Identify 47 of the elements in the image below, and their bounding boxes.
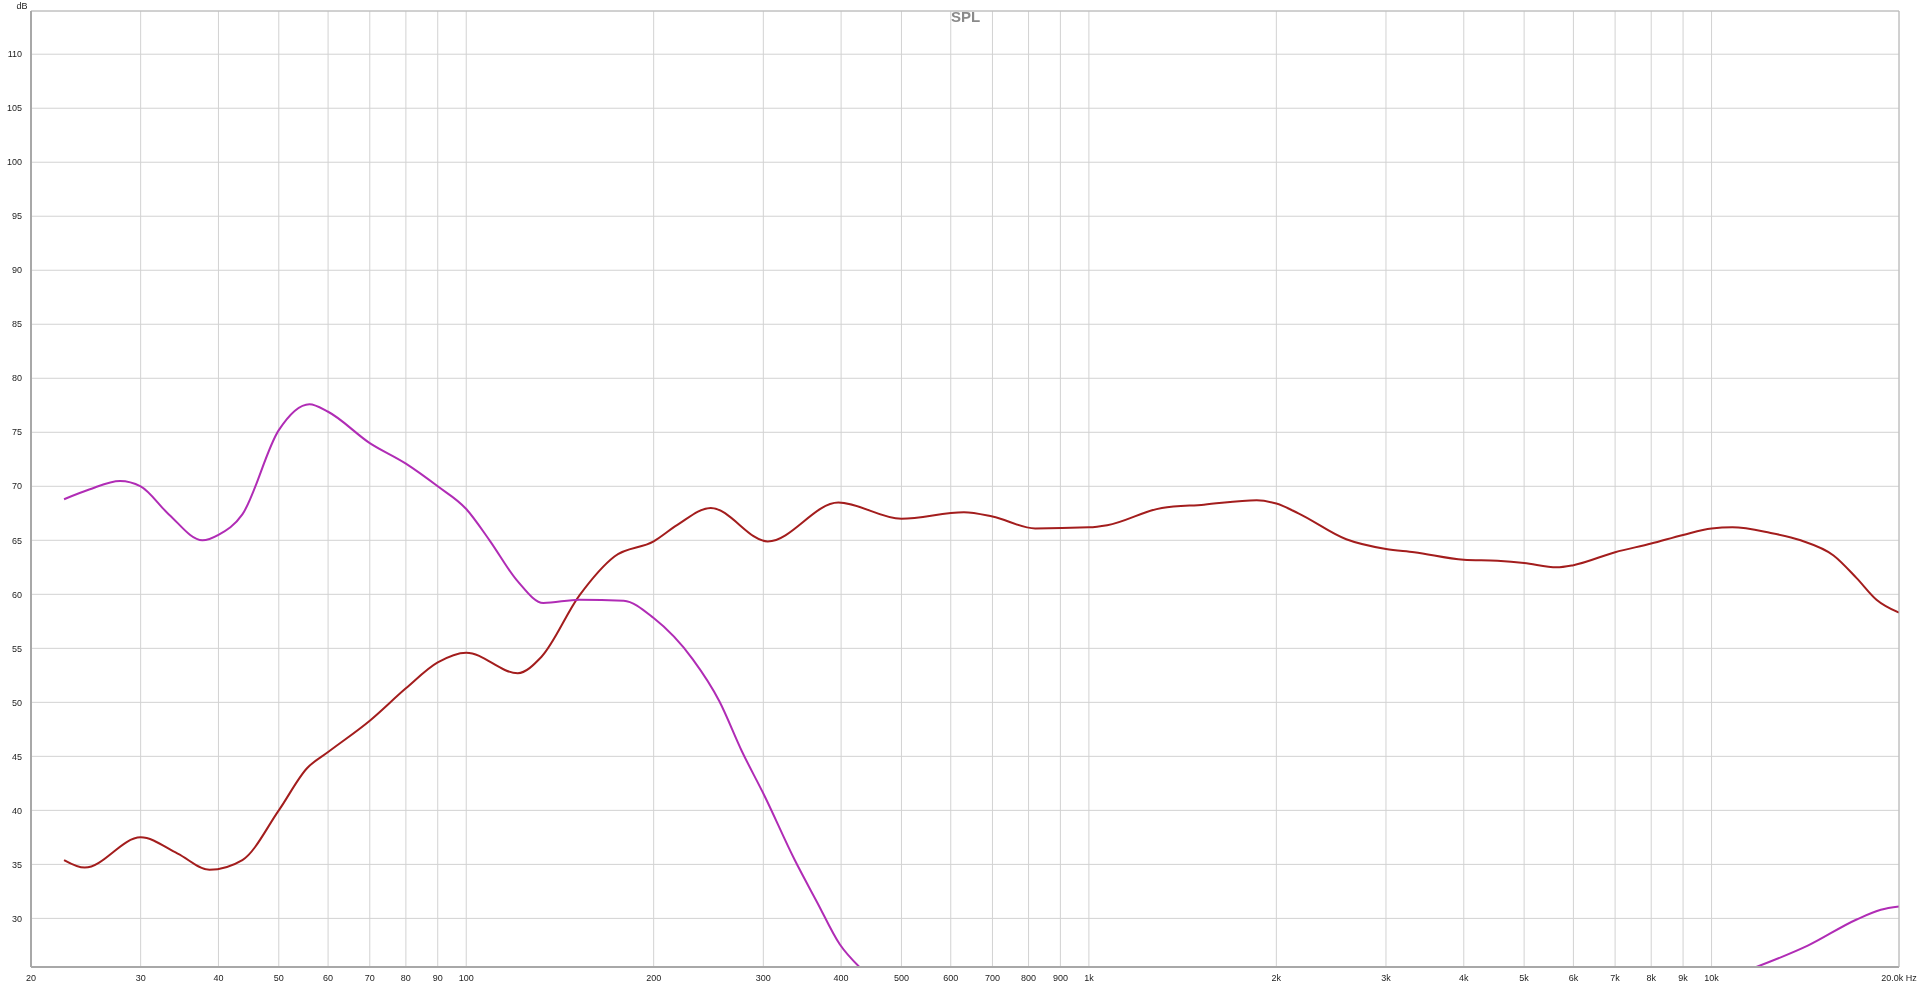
x-tick-label: 900: [1052, 973, 1068, 983]
y-tick-label: 95: [11, 211, 22, 222]
x-tick-label: 20.0k Hz: [1881, 973, 1918, 983]
x-tick-label: 800: [1021, 973, 1037, 983]
y-tick-label: 60: [11, 589, 22, 600]
y-tick-label: 110: [7, 49, 22, 60]
x-tick-label: 6k: [1568, 973, 1579, 983]
x-tick-label: 40: [213, 973, 224, 983]
x-tick-label: 200: [646, 973, 662, 983]
x-tick-label: 4k: [1459, 973, 1470, 983]
chart-title: SPL: [950, 8, 981, 25]
x-tick-label: 500: [893, 973, 909, 983]
y-tick-label: 65: [11, 535, 22, 546]
x-tick-label: 2k: [1271, 973, 1282, 983]
y-tick-label: 85: [11, 319, 22, 330]
x-tick-label: 30: [135, 973, 146, 983]
x-tick-label: 400: [833, 973, 849, 983]
x-tick-label: 300: [755, 973, 771, 983]
x-tick-label: 20: [25, 973, 37, 983]
y-tick-label: 105: [6, 103, 22, 114]
x-tick-label: 70: [364, 973, 375, 983]
y-tick-label: 75: [11, 427, 22, 438]
y-axis-title: dB: [16, 1, 28, 11]
x-tick-label: 3k: [1381, 973, 1392, 983]
x-tick-label: 100: [458, 973, 474, 983]
y-tick-label: 40: [11, 805, 22, 816]
x-tick-label: 10k: [1704, 973, 1720, 983]
y-tick-label: 70: [11, 481, 22, 492]
x-tick-label: 60: [323, 973, 334, 983]
y-tick-label: 90: [11, 265, 22, 276]
x-tick-label: 5k: [1519, 973, 1530, 983]
x-tick-label: 90: [432, 973, 443, 983]
x-tick-label: 50: [273, 973, 284, 983]
y-tick-label: 45: [11, 751, 22, 762]
x-tick-label: 9k: [1678, 973, 1689, 983]
y-tick-label: 100: [6, 157, 22, 168]
y-tick-label: 80: [11, 373, 22, 384]
x-tick-label: 8k: [1646, 973, 1657, 983]
x-tick-label: 700: [984, 973, 1000, 983]
y-tick-label: 30: [11, 913, 22, 924]
x-tick-label: 7k: [1610, 973, 1621, 983]
x-tick-label: 1k: [1084, 973, 1095, 983]
x-tick-label: 80: [400, 973, 411, 983]
y-tick-label: 55: [11, 643, 22, 654]
x-tick-label: 600: [943, 973, 959, 983]
y-tick-label: 35: [11, 859, 22, 870]
y-tick-label: 50: [11, 697, 22, 708]
